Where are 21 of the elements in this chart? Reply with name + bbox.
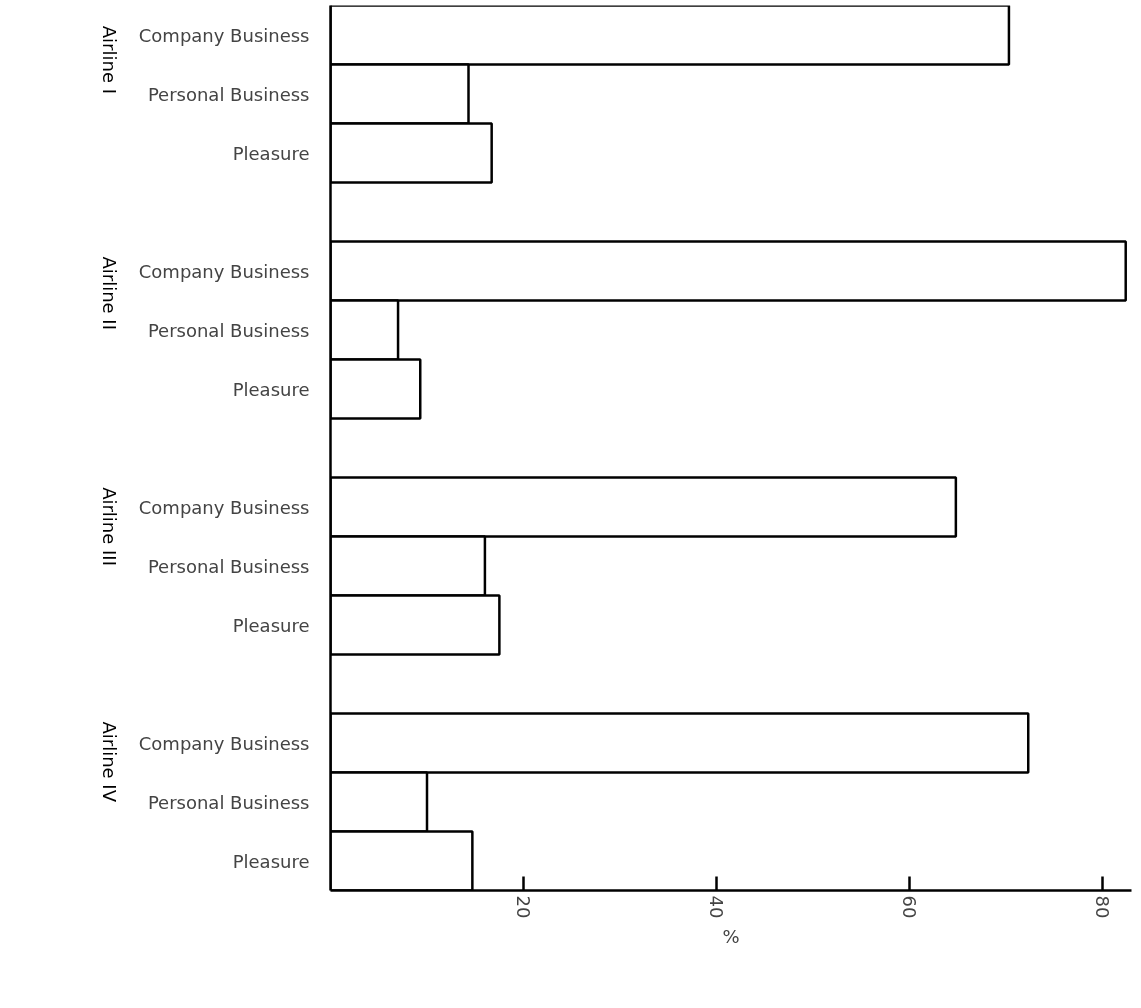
x-tick-label: 40 bbox=[706, 895, 728, 919]
y-tick-label: Pleasure bbox=[232, 850, 310, 872]
y-tick-label: Pleasure bbox=[232, 614, 310, 636]
text: Airline I bbox=[99, 25, 120, 94]
y-tick-label: Personal Business bbox=[147, 319, 310, 341]
y-tick-label: Personal Business bbox=[147, 83, 310, 105]
x-tick-label: 80 bbox=[1092, 895, 1114, 919]
x-axis-title: % bbox=[722, 926, 740, 948]
y-tick-label: Personal Business bbox=[147, 791, 310, 813]
y-tick-label: Company Business bbox=[138, 24, 310, 46]
y-tick-label: Company Business bbox=[138, 496, 310, 518]
text: Airline III bbox=[99, 487, 120, 567]
y-tick-label: Personal Business bbox=[147, 555, 310, 577]
x-tick-label: 60 bbox=[899, 895, 921, 919]
y-tick-label: Pleasure bbox=[232, 142, 310, 164]
text: Airline IV bbox=[99, 721, 120, 803]
y-tick-label: Company Business bbox=[138, 260, 310, 282]
y-tick-label: Company Business bbox=[138, 732, 310, 754]
y-tick-label: Pleasure bbox=[232, 378, 310, 400]
x-tick-label: 20 bbox=[513, 895, 535, 919]
text: Airline II bbox=[99, 256, 120, 331]
